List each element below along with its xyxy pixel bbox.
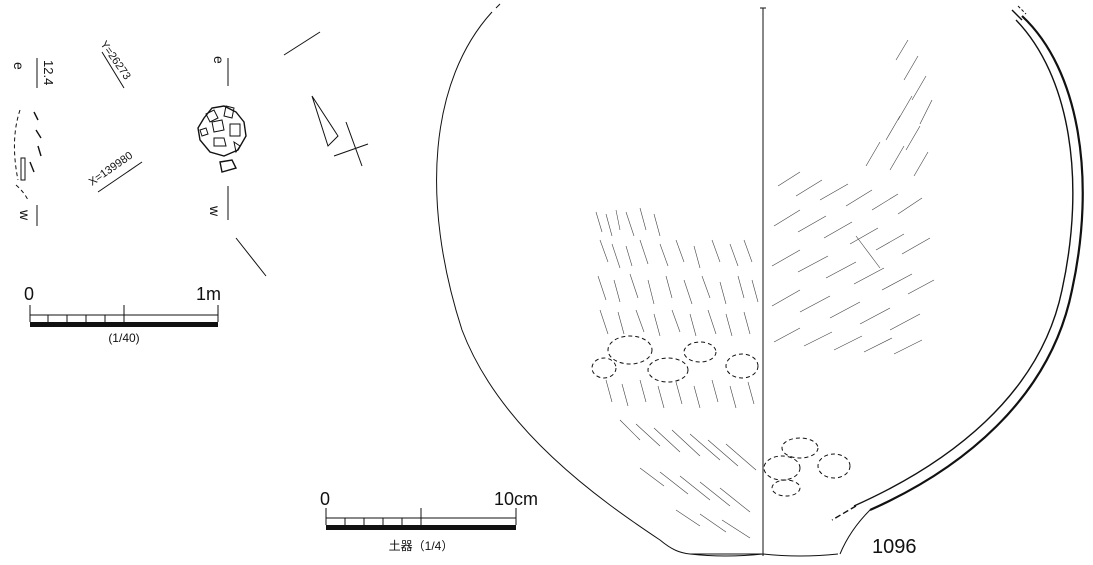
grid-coordinates: Y=26273 X=139980: [87, 39, 143, 193]
plan-bottom-label: w: [207, 205, 223, 217]
interior-impressions: [763, 437, 851, 497]
vessel-catalog-number: 1096: [872, 536, 917, 558]
section-profile-dashed-lower: [15, 184, 29, 201]
vessel-base: [689, 553, 839, 557]
scale-pottery-bar: [326, 525, 516, 530]
vessel-section-inner: [853, 19, 1074, 507]
scale-pottery-end: 10cm: [494, 489, 538, 509]
elevation-label: 12.4: [41, 60, 56, 85]
scale-plan-bar: [30, 322, 218, 327]
pit-section: e 12.4 w: [11, 58, 56, 226]
coord-x-line: [97, 161, 143, 193]
scale-bar-plan: 0 1m (1/40): [24, 284, 221, 345]
section-profile-dashed: [13, 109, 21, 181]
section-fragment-lower: [29, 161, 35, 173]
pottery-vessel-1096: 1096: [436, 3, 1084, 558]
coord-y-label: Y=26273: [98, 39, 133, 82]
north-arrow: [235, 31, 369, 277]
exterior-impressions: [591, 335, 759, 383]
section-fragments: [33, 111, 42, 157]
section-bottom-label: w: [17, 209, 33, 221]
scale-bar-pottery: 0 10cm 土器（1/4）: [320, 489, 538, 553]
plan-top-label: e: [211, 56, 227, 64]
scale-pottery-start: 0: [320, 489, 330, 509]
coord-y-line: [101, 51, 125, 89]
scale-plan-end: 1m: [196, 284, 221, 304]
vessel-section-outer: [869, 15, 1084, 512]
stone-cluster: [197, 105, 247, 173]
scale-plan-ratio: (1/40): [108, 331, 139, 345]
scale-plan-start: 0: [24, 284, 34, 304]
exterior-hatching: [595, 207, 759, 539]
scale-pottery-ratio: 土器（1/4）: [389, 539, 454, 553]
vessel-section-lower: [839, 509, 871, 555]
pit-plan: e w: [197, 56, 247, 220]
section-stone: [20, 157, 26, 181]
vessel-exterior-outline: [436, 11, 762, 555]
section-top-label: e: [11, 62, 27, 70]
interior-hatching: [771, 39, 935, 355]
